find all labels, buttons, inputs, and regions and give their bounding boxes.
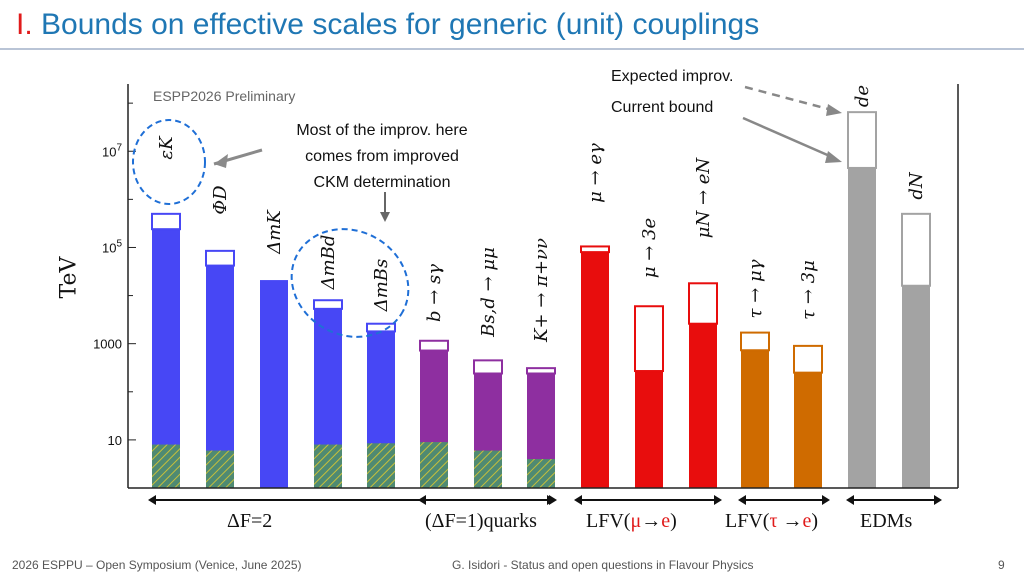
y-axis-label: TeV (56, 256, 82, 299)
bar-current (741, 350, 769, 488)
current-arrow (742, 116, 833, 159)
title-roman-numeral: I. (16, 8, 33, 41)
bar-current (689, 323, 717, 488)
bar-hatched-segment (152, 444, 180, 488)
bar-current (635, 371, 663, 488)
expected-arrow-head (826, 104, 842, 116)
bar-hatched-segment (474, 450, 502, 488)
group-label-edms: EDMs (860, 510, 913, 532)
footer-page-number: 9 (998, 558, 1005, 572)
bar-label: τ → μγ (745, 259, 766, 318)
group-range-arrow (846, 495, 854, 505)
bar-hatched-segment (420, 442, 448, 488)
note-line: CKM determination (313, 174, 451, 191)
group-range-arrow (934, 495, 942, 505)
bar-expected-improvement (580, 245, 610, 254)
group-range-arrow (822, 495, 830, 505)
group-range-arrow (574, 495, 582, 505)
bar-label: ΔmK (264, 209, 285, 255)
bar-expected-improvement (419, 339, 449, 352)
bar-expected-improvement (740, 331, 770, 352)
bar-hatched-segment (527, 459, 555, 488)
group-range-arrow (738, 495, 746, 505)
bar-label: τ → 3μ (798, 260, 819, 320)
note-line: comes from improved (305, 148, 459, 165)
bar-expected-improvement (634, 305, 664, 373)
current-bound-label: Current bound (611, 99, 714, 116)
preliminary-label: ESPP2026 Preliminary (153, 88, 296, 104)
group-label-lfv-tau: LFV(τ →e) (725, 510, 819, 532)
deltamB-circle (290, 228, 410, 338)
slide-title: I. Bounds on effective scales for generi… (16, 8, 759, 42)
title-rule (0, 48, 1024, 50)
bar-expected-improvement (901, 212, 931, 287)
bar-current (902, 285, 930, 488)
expected-improv-label: Expected improv. (611, 68, 734, 85)
bar-label: μ → 3e (639, 218, 660, 278)
group-range-arrow (549, 495, 557, 505)
bar-expected-improvement (151, 212, 181, 231)
ckm-note: Most of the improv. here comes from impr… (262, 118, 502, 196)
bar-expected-improvement (473, 359, 503, 375)
bar-label: Bs,d → μμ (478, 247, 499, 338)
y-tick-label: 10 (108, 433, 122, 448)
bar-current (848, 167, 876, 489)
bar-current (794, 372, 822, 488)
epsK-circle (132, 119, 206, 205)
y-tick-label: 1000 (93, 337, 122, 352)
bar-label: dN (906, 171, 927, 200)
group-label-lfv-mu: LFV(μ→e) (586, 510, 677, 532)
bar-label: K+ → π+νν (531, 238, 552, 343)
group-range-arrow (418, 495, 426, 505)
y-tick-label: 105 (102, 238, 122, 255)
current-arrow-head (825, 151, 842, 163)
footer-left: 2026 ESPPU – Open Symposium (Venice, Jun… (12, 558, 302, 572)
group-range-arrow (714, 495, 722, 505)
bar-label: μ → eγ (585, 143, 606, 203)
bar-label: de (852, 85, 873, 107)
bar-label: b → sγ (424, 264, 445, 322)
bar-hatched-segment (206, 450, 234, 488)
bar-label: μN → eN (693, 157, 714, 239)
title-text: Bounds on effective scales for generic (… (41, 8, 760, 41)
note-line: Most of the improv. here (296, 122, 468, 139)
footer-center: G. Isidori - Status and open questions i… (452, 558, 754, 572)
bar-label: ΔmBs (371, 259, 392, 313)
group-label-df1: (ΔF=1)quarks (425, 510, 537, 532)
note-arrow-down-head (380, 212, 390, 222)
bar-expected-improvement (526, 367, 556, 375)
note-arrow-left-head (214, 154, 228, 168)
group-label-df2: ΔF=2 (227, 510, 273, 532)
bar-hatched-segment (367, 443, 395, 488)
bar-label: ΔmBd (318, 235, 339, 291)
y-tick-label: 107 (102, 142, 122, 159)
bar-expected-improvement (313, 299, 343, 310)
bar-expected-improvement (688, 282, 718, 325)
bar-current (581, 252, 609, 488)
bar-expected-improvement (366, 322, 396, 333)
bar-expected-improvement (205, 249, 235, 267)
bar-label: ΦD (210, 185, 231, 215)
group-range-arrow (148, 495, 156, 505)
bar-expected-improvement (847, 111, 877, 169)
expected-arrow (744, 85, 833, 112)
bar-current (260, 280, 288, 488)
bar-label: εK (156, 135, 177, 160)
bar-hatched-segment (314, 444, 342, 488)
bar-expected-improvement (793, 344, 823, 374)
